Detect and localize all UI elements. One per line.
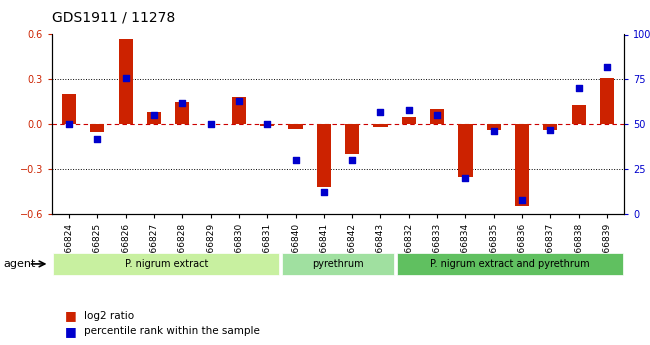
Bar xyxy=(402,117,416,124)
Bar xyxy=(600,78,614,124)
Text: P. nigrum extract and pyrethrum: P. nigrum extract and pyrethrum xyxy=(430,259,590,269)
Point xyxy=(545,127,556,132)
Point xyxy=(177,100,187,106)
Bar xyxy=(458,124,473,177)
Point xyxy=(404,107,414,112)
Point xyxy=(234,98,244,104)
FancyBboxPatch shape xyxy=(282,253,394,275)
Point xyxy=(573,86,584,91)
Bar xyxy=(345,124,359,154)
Text: ■: ■ xyxy=(65,325,77,338)
Point xyxy=(92,136,103,141)
FancyBboxPatch shape xyxy=(396,253,623,275)
Text: percentile rank within the sample: percentile rank within the sample xyxy=(84,326,261,336)
Bar xyxy=(62,94,76,124)
Bar xyxy=(176,102,189,124)
Bar xyxy=(118,39,133,124)
Point xyxy=(262,121,272,127)
Point xyxy=(602,64,612,70)
Bar xyxy=(232,97,246,124)
Bar xyxy=(317,124,331,187)
Point xyxy=(120,75,131,80)
Text: pyrethrum: pyrethrum xyxy=(312,259,364,269)
Text: log2 ratio: log2 ratio xyxy=(84,311,135,321)
Point xyxy=(149,112,159,118)
Point xyxy=(291,157,301,163)
Text: ■: ■ xyxy=(65,309,77,322)
Bar xyxy=(430,109,444,124)
Bar xyxy=(515,124,529,206)
Point xyxy=(347,157,358,163)
Point xyxy=(432,112,442,118)
Point xyxy=(460,175,471,181)
Point xyxy=(375,109,385,115)
Point xyxy=(517,197,527,202)
Point xyxy=(489,129,499,134)
Text: P. nigrum extract: P. nigrum extract xyxy=(125,259,208,269)
Bar xyxy=(543,124,558,130)
Bar xyxy=(373,124,387,127)
Bar xyxy=(571,105,586,124)
Text: agent: agent xyxy=(3,259,36,269)
Bar xyxy=(487,124,501,130)
Bar xyxy=(289,124,303,129)
Point xyxy=(205,121,216,127)
FancyBboxPatch shape xyxy=(53,253,280,275)
Point xyxy=(64,121,74,127)
Bar xyxy=(90,124,105,132)
Bar xyxy=(147,112,161,124)
Point xyxy=(318,190,329,195)
Text: GDS1911 / 11278: GDS1911 / 11278 xyxy=(52,10,176,24)
Bar xyxy=(260,124,274,126)
